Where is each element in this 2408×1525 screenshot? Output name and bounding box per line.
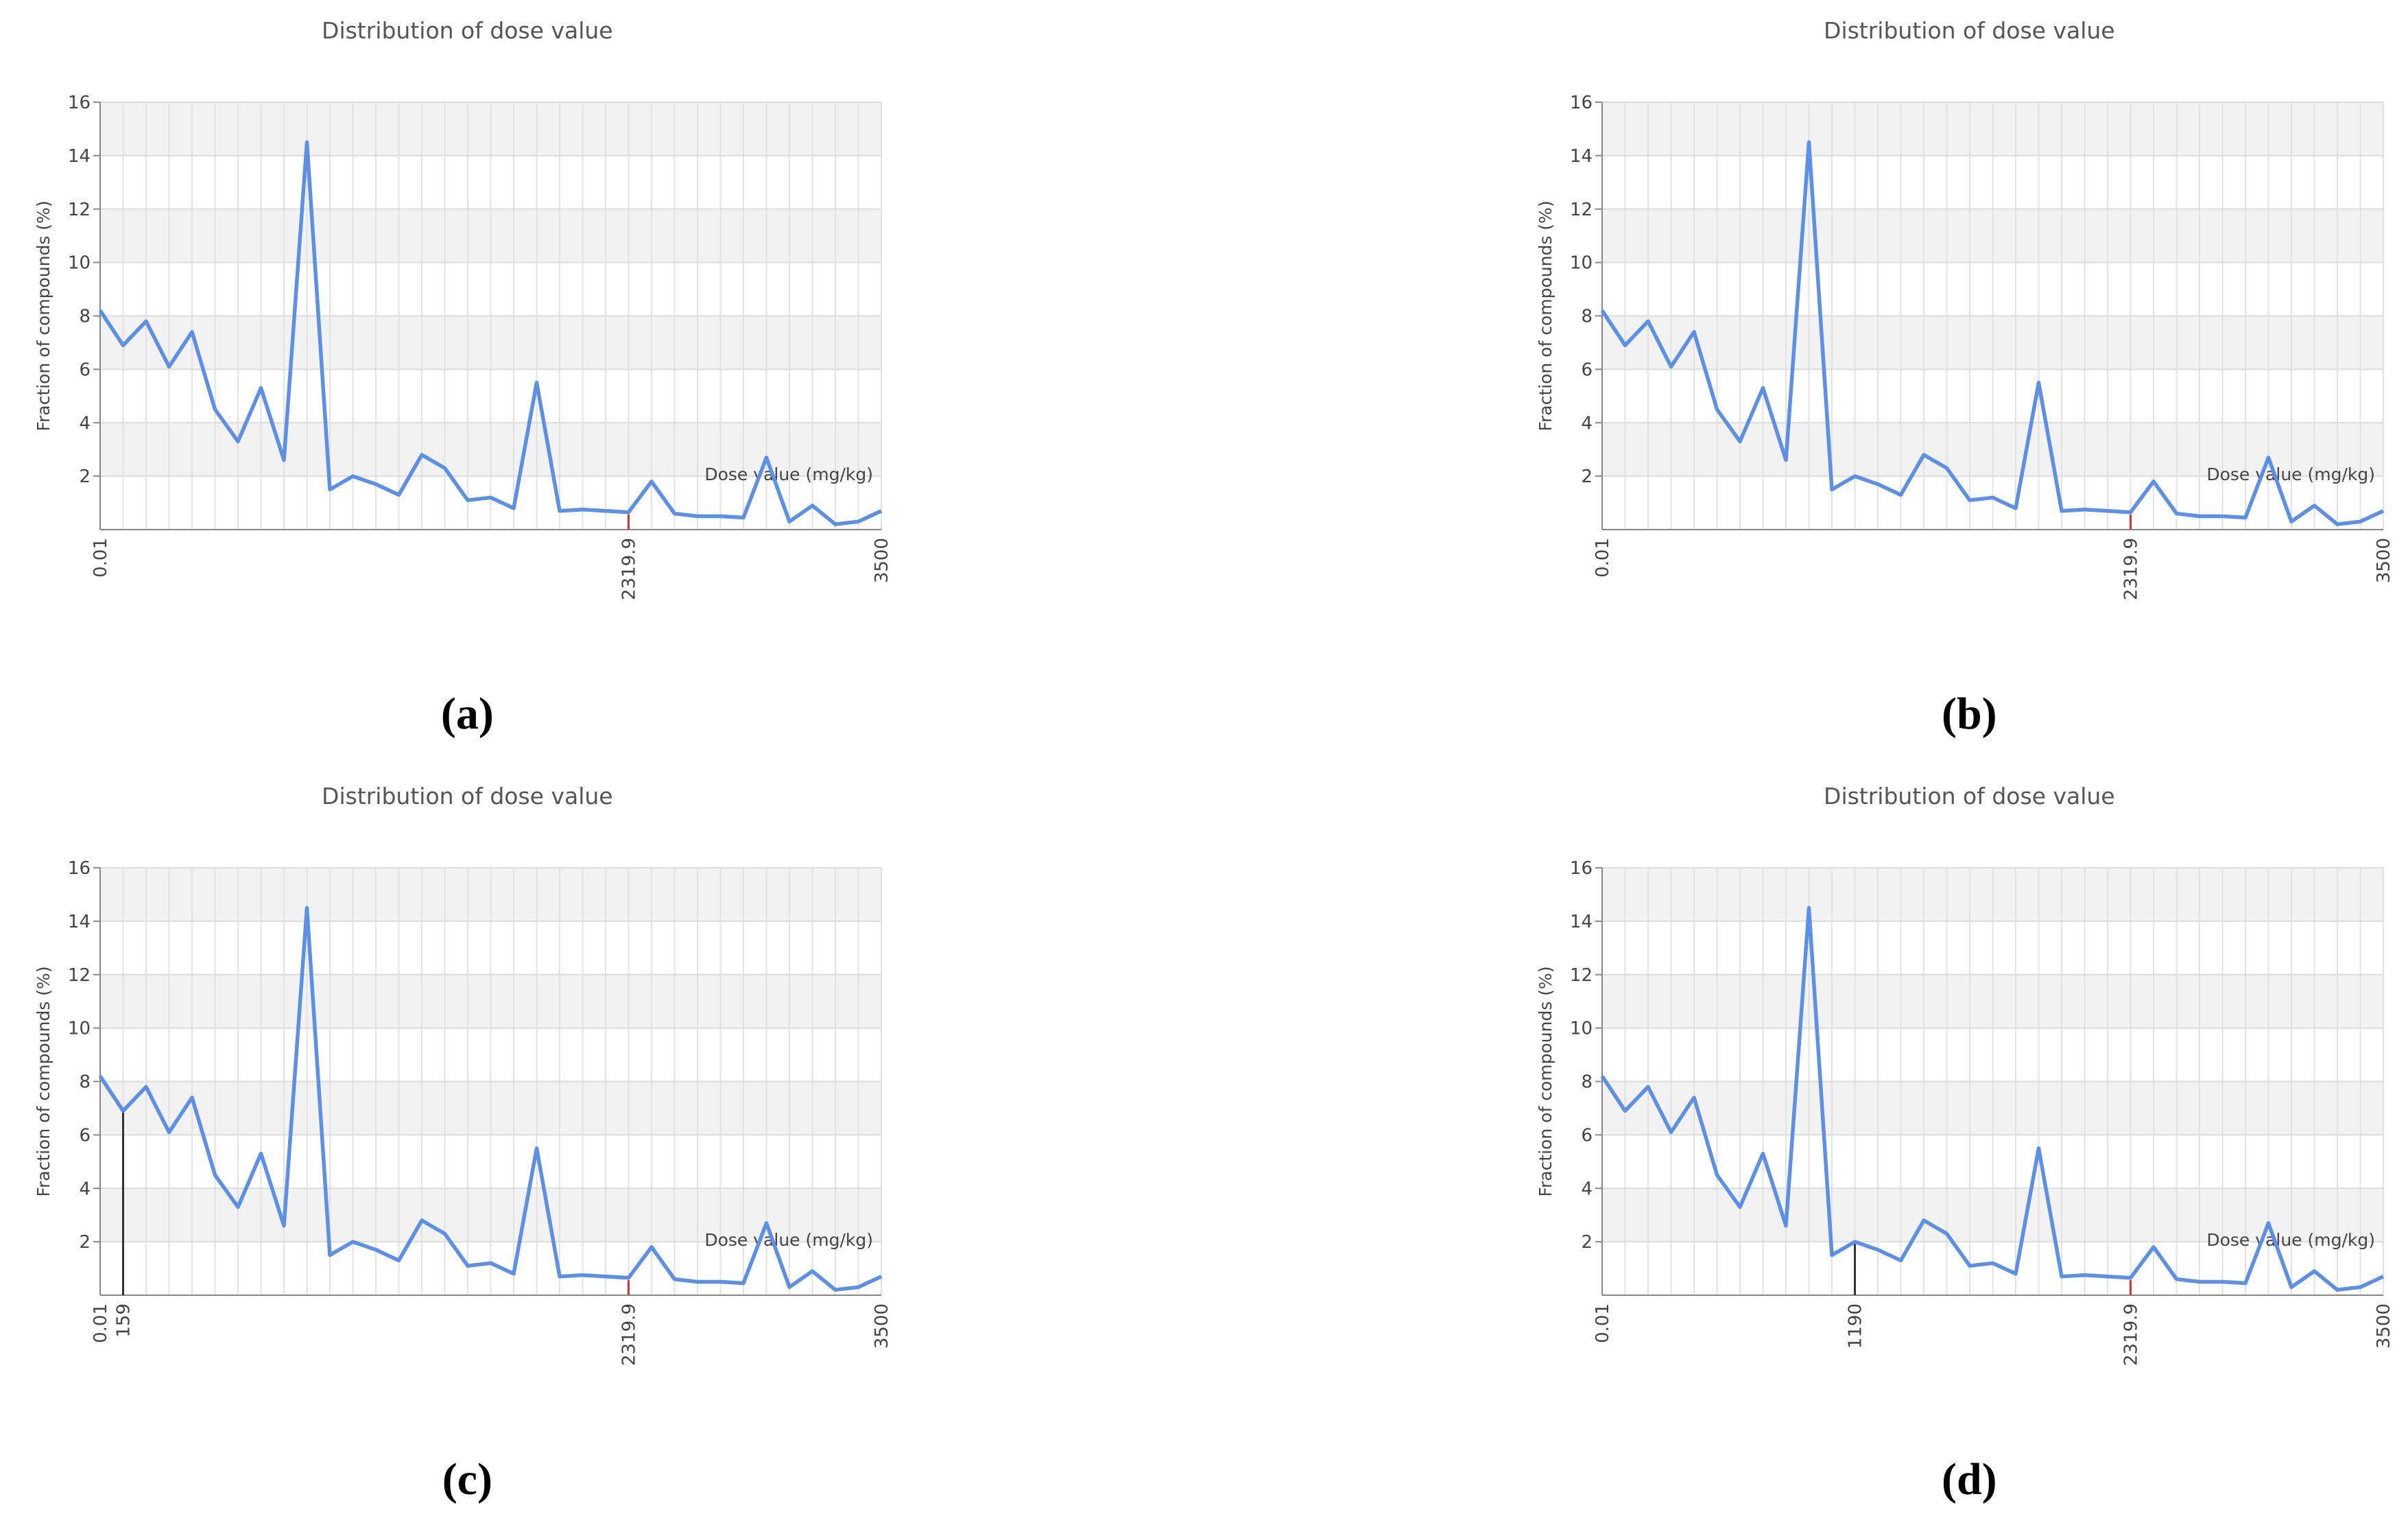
- x-tick-label: 0.01: [1593, 1303, 1613, 1343]
- y-axis-label: Fraction of compounds (%): [34, 200, 53, 431]
- y-tick-label: 6: [1581, 1125, 1593, 1146]
- data-line: [1600, 140, 2385, 526]
- y-tick-label: 4: [79, 1179, 91, 1199]
- panel-label: (d): [1942, 1454, 1997, 1504]
- x-axis-label: Dose value (mg/kg): [2206, 1230, 2375, 1250]
- y-tick-label: 16: [1570, 858, 1593, 879]
- y-tick-label: 16: [68, 858, 91, 879]
- x-tick-label: 0.01: [1593, 538, 1613, 578]
- y-tick-label: 6: [1581, 359, 1593, 380]
- y-tick-label: 4: [79, 413, 91, 434]
- chart-panel: Distribution of dose value 2 4 6 8 10 12 14 16 Fr…: [34, 17, 892, 739]
- y-tick-label: 14: [1570, 146, 1593, 167]
- chart-panel: Distribution of dose value 2 4 6 8 10 12 14 16 Fr…: [1536, 783, 2394, 1504]
- y-tick-label: 10: [1570, 253, 1593, 274]
- x-tick-label: 1190: [1846, 1303, 1866, 1349]
- y-tick-label: 14: [68, 912, 91, 932]
- x-axis-label: Dose value (mg/kg): [2206, 464, 2375, 484]
- data-line: [1600, 906, 2385, 1292]
- y-tick-label: 4: [1581, 413, 1593, 434]
- y-tick-label: 6: [79, 1125, 91, 1146]
- y-tick-label: 8: [79, 307, 91, 327]
- y-tick-label: 8: [79, 1072, 91, 1093]
- y-tick-label: 8: [1581, 1072, 1593, 1093]
- chart-panel: Distribution of dose value 2 4 6 8 10 12 14 16 Fr…: [1536, 17, 2394, 739]
- y-tick-label: 10: [1570, 1019, 1593, 1039]
- panel-label: (c): [442, 1454, 492, 1504]
- chart-title: Distribution of dose value: [1824, 783, 2115, 809]
- x-axis-label: Dose value (mg/kg): [704, 464, 873, 484]
- x-tick-label: 3500: [2374, 1303, 2394, 1349]
- y-tick-label: 12: [1570, 965, 1593, 986]
- data-line: [98, 140, 883, 526]
- y-tick-label: 14: [68, 146, 91, 167]
- y-tick-label: 8: [1581, 307, 1593, 327]
- y-tick-label: 16: [1570, 93, 1593, 113]
- data-line: [98, 906, 883, 1292]
- chart-title: Distribution of dose value: [322, 17, 613, 44]
- y-tick-label: 14: [1570, 912, 1593, 932]
- chart-panel: Distribution of dose value 2 4 6 8 10 12 14 16 Fr…: [34, 783, 892, 1504]
- y-tick-label: 10: [68, 1019, 91, 1039]
- y-tick-label: 12: [68, 200, 91, 220]
- y-axis-label: Fraction of compounds (%): [1536, 200, 1555, 431]
- x-tick-label: 3500: [2374, 538, 2394, 583]
- panel-label: (a): [441, 689, 494, 739]
- y-tick-label: 2: [79, 466, 91, 487]
- panel-label: (b): [1942, 689, 1997, 739]
- y-tick-label: 12: [68, 965, 91, 986]
- y-tick-label: 16: [68, 93, 91, 113]
- x-tick-label: 0.01: [91, 538, 111, 578]
- y-tick-label: 2: [79, 1232, 91, 1253]
- chart-title: Distribution of dose value: [322, 783, 613, 809]
- x-tick-label: 3500: [872, 1303, 892, 1349]
- x-tick-label: 0.01: [91, 1303, 111, 1343]
- x-tick-label: 159: [114, 1303, 134, 1338]
- x-tick-label: 3500: [872, 538, 892, 583]
- y-tick-label: 12: [1570, 200, 1593, 220]
- x-tick-label: 2319.9: [2121, 538, 2142, 600]
- chart-title: Distribution of dose value: [1824, 17, 2115, 44]
- x-tick-label: 2319.9: [619, 538, 640, 600]
- y-axis-label: Fraction of compounds (%): [1536, 966, 1555, 1196]
- x-tick-label: 2319.9: [2121, 1303, 2142, 1366]
- y-tick-label: 4: [1581, 1179, 1593, 1199]
- x-axis-label: Dose value (mg/kg): [704, 1230, 873, 1250]
- y-tick-label: 2: [1581, 466, 1593, 487]
- y-axis-label: Fraction of compounds (%): [34, 966, 53, 1196]
- y-tick-label: 2: [1581, 1232, 1593, 1253]
- y-tick-label: 6: [79, 359, 91, 380]
- x-tick-label: 2319.9: [619, 1303, 640, 1366]
- y-tick-label: 10: [68, 253, 91, 274]
